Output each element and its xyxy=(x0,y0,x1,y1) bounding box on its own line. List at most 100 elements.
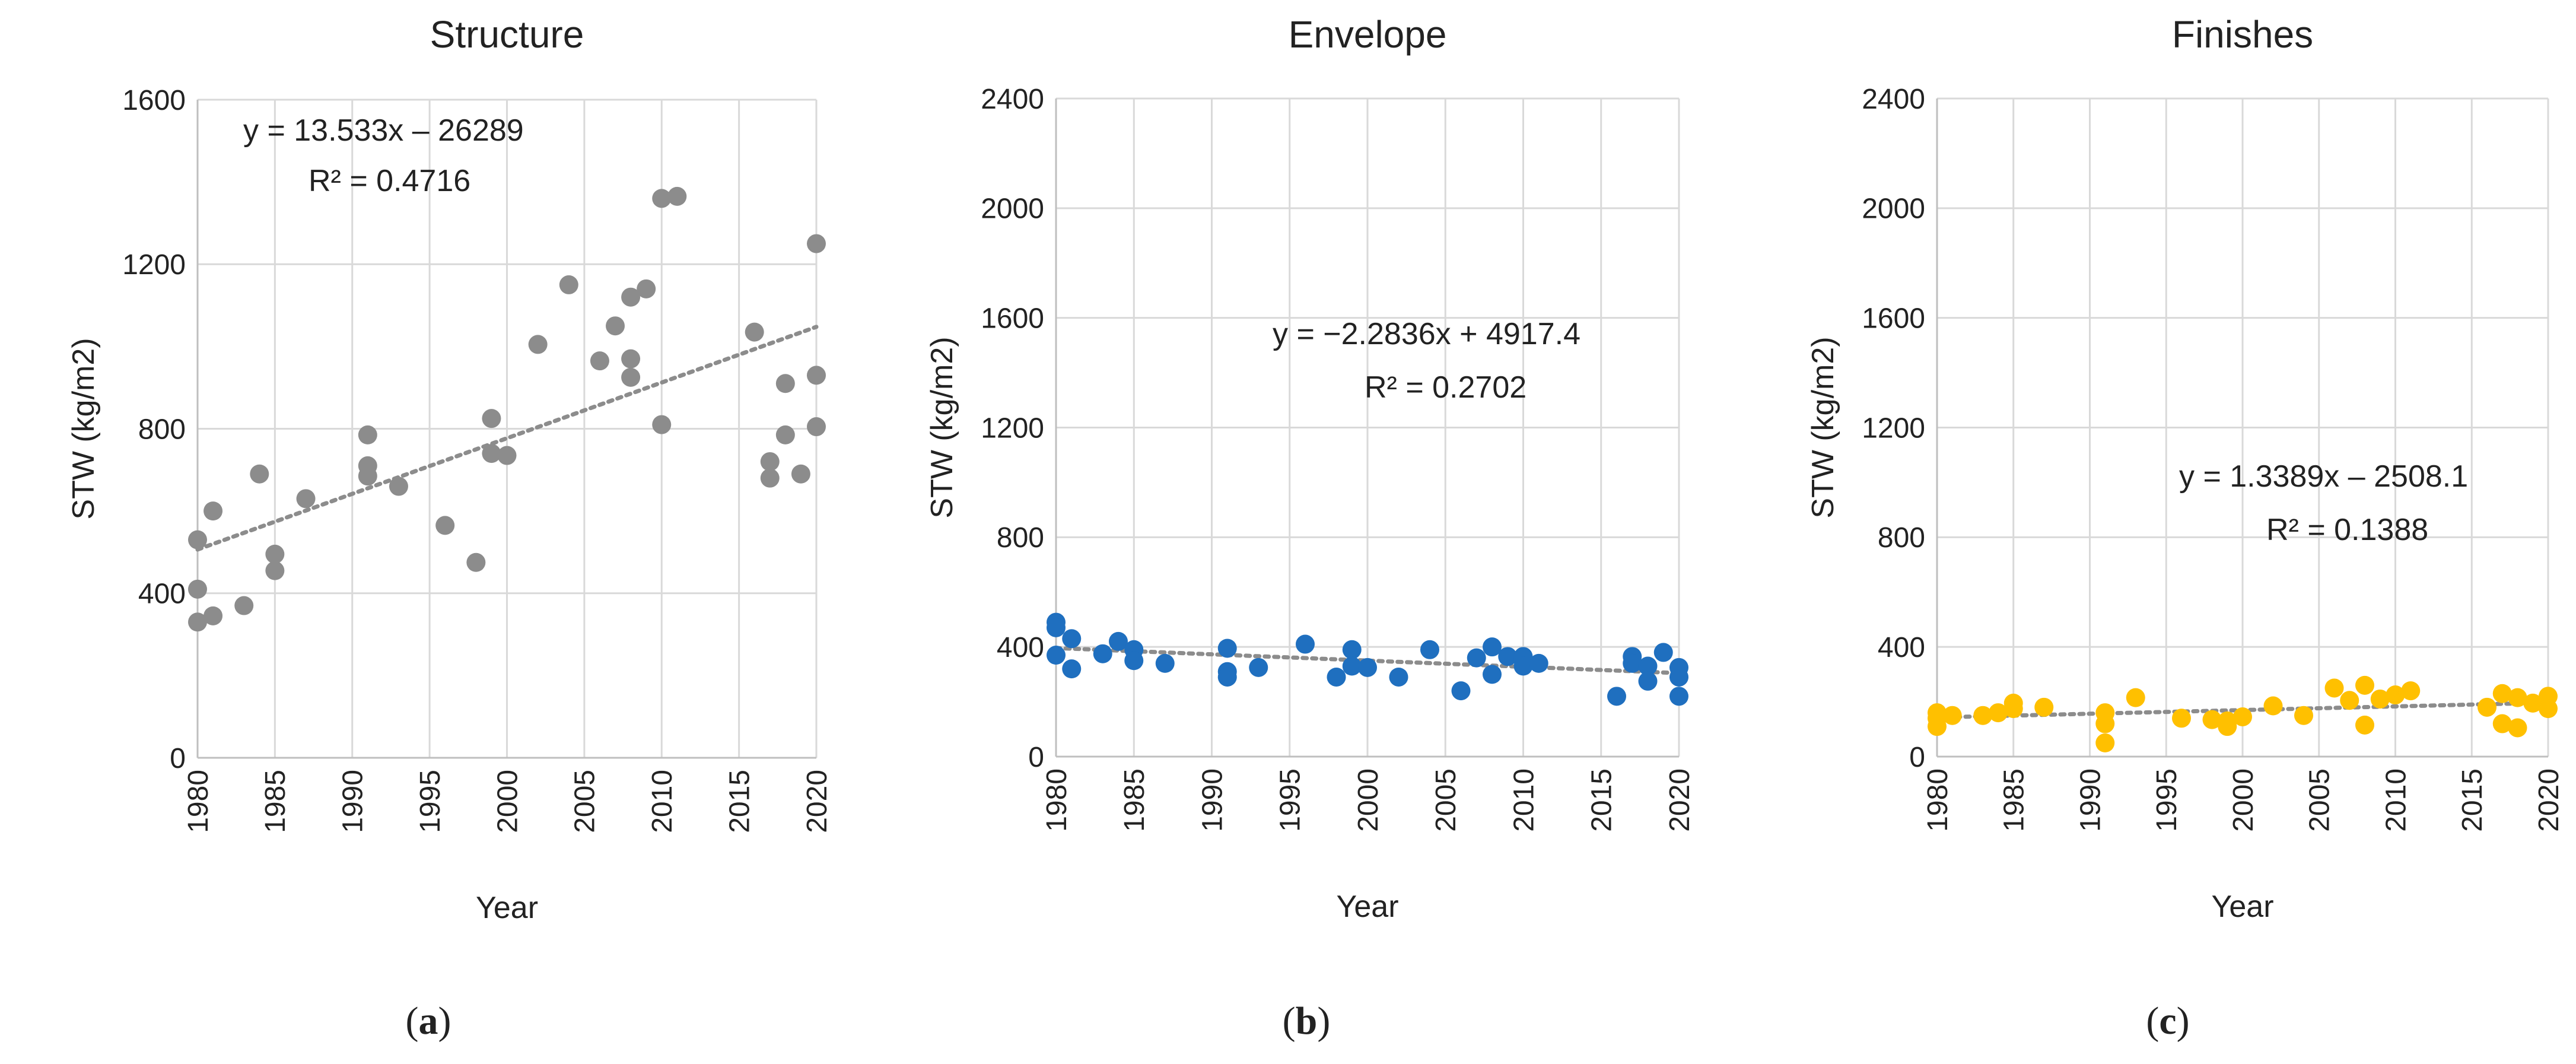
data-point xyxy=(1513,656,1533,676)
data-point xyxy=(637,279,656,298)
x-tick-label: 2020 xyxy=(1664,768,1696,832)
panel-label-close: ) xyxy=(1317,999,1330,1043)
data-point xyxy=(2095,714,2115,733)
trendline-r-squared: R² = 0.2702 xyxy=(1365,370,1526,405)
data-point xyxy=(775,425,795,444)
data-point xyxy=(1342,656,1362,676)
panel-label-close: ) xyxy=(2177,999,2190,1043)
x-tick-label: 2020 xyxy=(2533,768,2565,832)
data-point xyxy=(559,275,578,294)
data-point xyxy=(1451,681,1471,701)
panel-label-open: ( xyxy=(2146,999,2159,1043)
data-point xyxy=(2370,689,2390,709)
data-point xyxy=(2126,688,2145,707)
data-point xyxy=(652,415,672,434)
chart-title: Finishes xyxy=(2172,13,2313,56)
data-point xyxy=(203,606,223,625)
data-point xyxy=(2492,714,2512,733)
data-point xyxy=(2340,691,2359,710)
data-point xyxy=(1047,618,1066,637)
x-tick-label: 2005 xyxy=(1430,768,1462,832)
y-tick-label: 2400 xyxy=(981,84,1044,115)
data-point xyxy=(1928,717,1947,736)
data-point xyxy=(652,189,672,208)
y-tick-label: 800 xyxy=(997,522,1044,554)
x-tick-label: 2005 xyxy=(2304,768,2336,832)
x-tick-label: 1990 xyxy=(2075,768,2106,832)
data-point xyxy=(1389,667,1408,687)
x-tick-label: 2020 xyxy=(802,770,833,833)
y-tick-label: 1200 xyxy=(981,412,1044,444)
data-point xyxy=(2401,681,2421,701)
x-tick-label: 2010 xyxy=(1508,768,1540,832)
panel-label-letter: a xyxy=(419,999,438,1043)
data-point xyxy=(791,464,810,484)
x-tick-label: 1995 xyxy=(2151,768,2183,832)
data-point xyxy=(2539,699,2558,719)
data-point xyxy=(188,530,207,550)
x-tick-label: 1985 xyxy=(1119,768,1150,832)
data-point xyxy=(760,468,780,488)
x-tick-label: 2015 xyxy=(1586,768,1618,832)
data-point xyxy=(466,552,486,572)
y-tick-label: 0 xyxy=(1909,742,1925,773)
data-point xyxy=(1483,637,1502,657)
x-tick-label: 2000 xyxy=(492,770,523,833)
chart-title: Envelope xyxy=(1289,13,1447,56)
data-point xyxy=(203,501,223,521)
data-point xyxy=(745,322,764,342)
data-point xyxy=(667,186,687,206)
x-tick-label: 1985 xyxy=(260,770,291,833)
data-point xyxy=(1483,665,1502,684)
data-point xyxy=(2492,684,2512,703)
y-tick-label: 1600 xyxy=(981,303,1044,334)
data-point xyxy=(2294,706,2313,725)
data-point xyxy=(1989,703,2008,723)
data-point xyxy=(775,374,795,393)
x-tick-label: 1985 xyxy=(1999,768,2030,832)
data-point xyxy=(1327,667,1346,687)
data-point xyxy=(1155,653,1175,673)
data-point xyxy=(1669,667,1688,687)
y-axis-label: STW (kg/m2) xyxy=(66,338,101,519)
x-axis-label: Year xyxy=(2211,890,2273,924)
data-point xyxy=(435,516,455,535)
y-tick-label: 1200 xyxy=(1862,412,1925,444)
panel-label: (b) xyxy=(1283,999,1331,1043)
data-point xyxy=(1062,659,1082,679)
trendline-equation: y = −2.2836x + 4917.4 xyxy=(1273,317,1580,351)
x-tick-label: 2010 xyxy=(2380,768,2412,832)
x-tick-label: 2000 xyxy=(2228,768,2259,832)
panel-label-open: ( xyxy=(406,999,419,1043)
y-tick-label: 400 xyxy=(138,579,186,610)
data-point xyxy=(2478,697,2497,717)
data-point xyxy=(2355,715,2374,735)
x-tick-label: 1995 xyxy=(1275,768,1306,832)
data-point xyxy=(621,367,641,387)
data-point xyxy=(528,335,548,354)
data-point xyxy=(1669,687,1688,706)
data-point xyxy=(2355,675,2374,695)
y-tick-label: 1600 xyxy=(1862,303,1925,334)
x-tick-label: 2005 xyxy=(570,770,601,833)
chart-title: Structure xyxy=(430,13,584,56)
data-point xyxy=(1296,634,1315,654)
x-tick-label: 1980 xyxy=(1041,768,1073,832)
data-point xyxy=(1358,658,1377,677)
data-point xyxy=(1062,629,1082,649)
trendline xyxy=(195,325,819,552)
data-point xyxy=(1249,658,1268,677)
data-point xyxy=(265,544,285,564)
data-point xyxy=(358,466,377,486)
trendline-equation: y = 13.533x – 26289 xyxy=(243,113,524,148)
y-tick-label: 0 xyxy=(170,743,186,774)
data-point xyxy=(482,444,501,463)
y-tick-label: 400 xyxy=(1878,632,1925,663)
y-tick-label: 0 xyxy=(1028,742,1044,773)
data-point xyxy=(2034,697,2054,717)
x-tick-label: 1990 xyxy=(338,770,369,833)
data-point xyxy=(1623,653,1642,673)
data-point xyxy=(1109,631,1128,651)
chart-panel-finishes: 0 400 800 1200 1600 2000 2400 1980 1985 1990 1995 2… xyxy=(1806,13,2565,1043)
y-tick-label: 2000 xyxy=(1862,193,1925,225)
